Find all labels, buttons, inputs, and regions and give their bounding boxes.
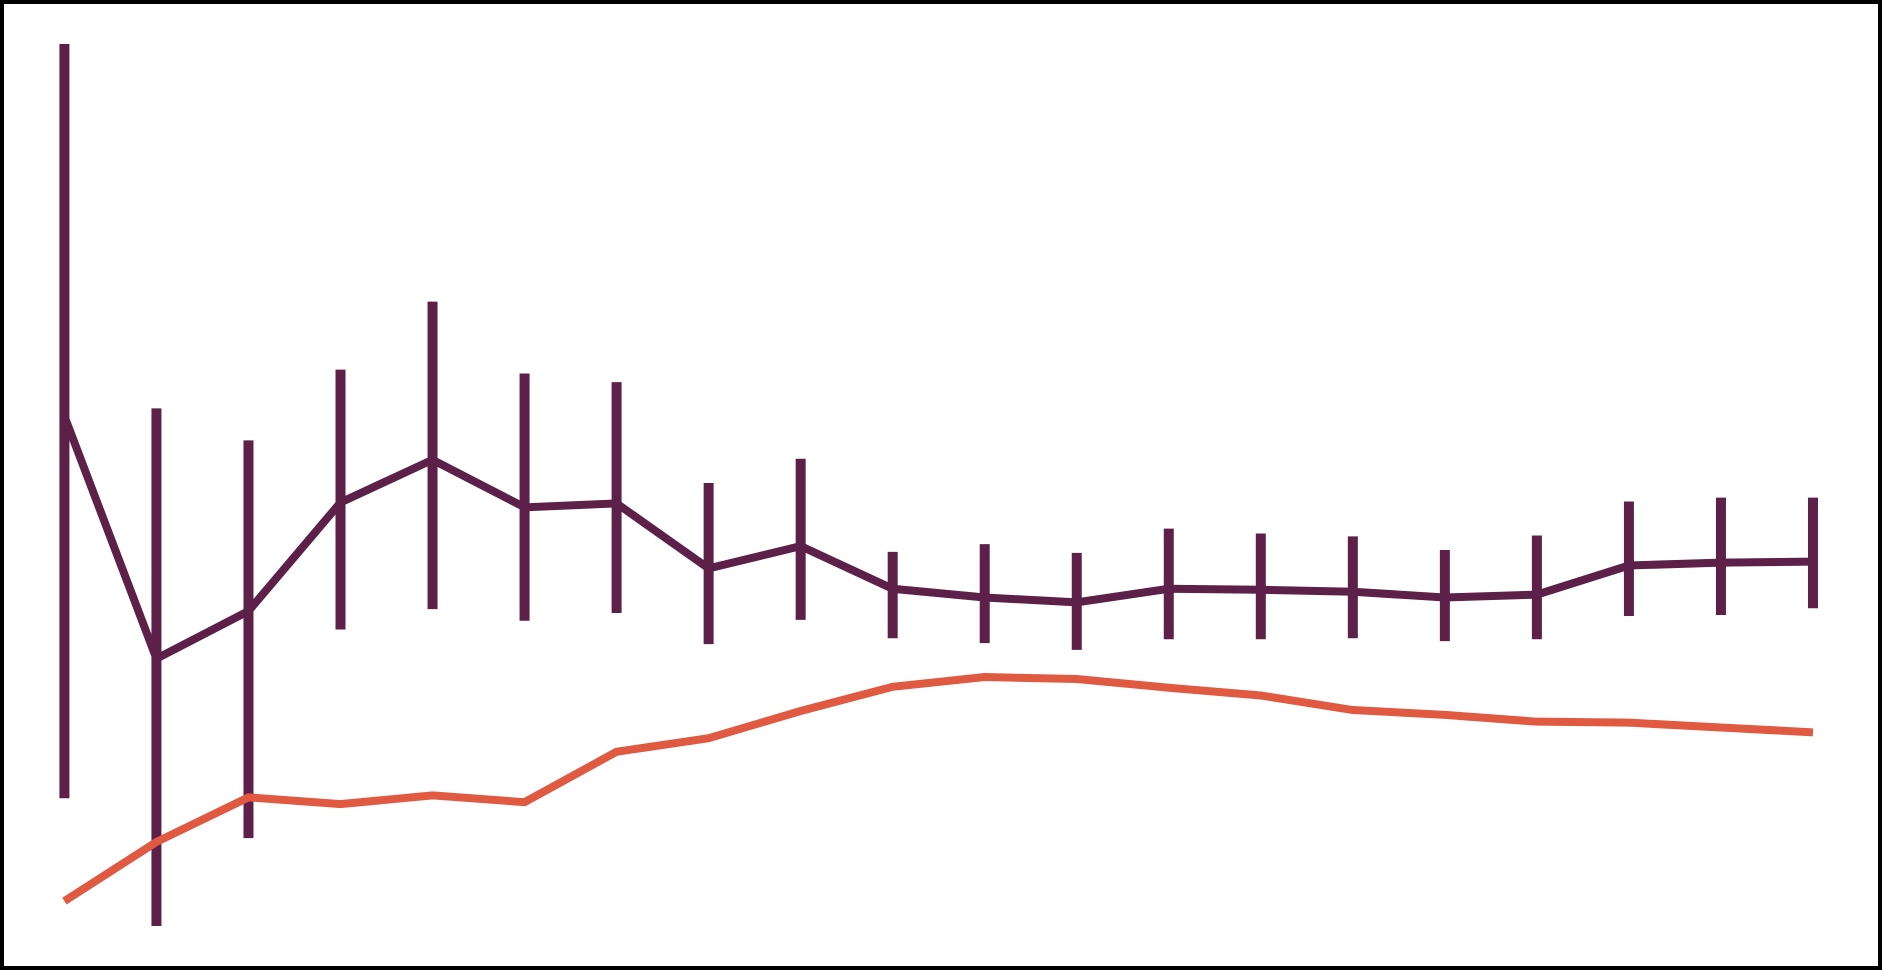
plot-area	[59, 44, 1818, 926]
series-2-line	[62, 673, 1814, 905]
series-1-line	[60, 414, 1814, 665]
series-2	[62, 673, 1814, 905]
series-1	[59, 44, 1818, 926]
